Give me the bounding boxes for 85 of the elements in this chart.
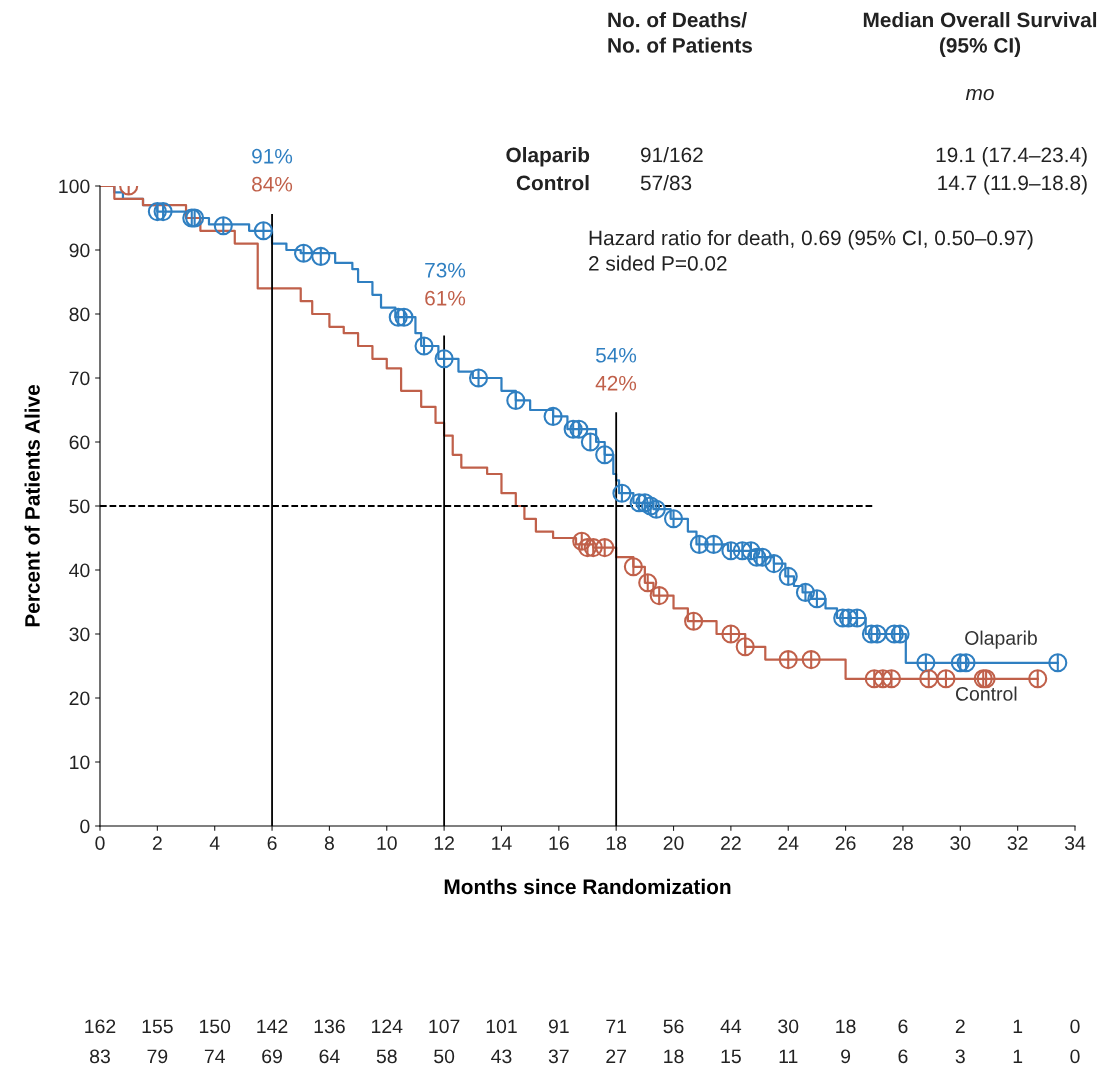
- text: 43: [491, 1049, 512, 1064]
- series-label: Olaparib: [965, 630, 1037, 649]
- text: 101: [486, 1019, 517, 1034]
- text: 37: [548, 1049, 569, 1064]
- y-tick-label: 100: [59, 179, 90, 194]
- x-tick-label: 16: [549, 836, 569, 850]
- x-tick-label: 26: [835, 836, 856, 850]
- annotation: 57/83: [640, 175, 692, 191]
- y-tick-label: 40: [69, 563, 90, 578]
- text: 150: [199, 1019, 231, 1034]
- annotation: 14.7 (11.9–18.8): [938, 175, 1087, 195]
- annotation: 84%: [252, 176, 293, 192]
- x-tick-label: 30: [950, 836, 971, 850]
- text: 6: [898, 1019, 908, 1034]
- annotation: 73%: [425, 262, 466, 278]
- text: 1: [1013, 1049, 1023, 1064]
- annotation: 42%: [595, 375, 637, 391]
- x-tick-label: 10: [377, 836, 397, 850]
- text: 27: [606, 1049, 627, 1064]
- y-axis-title: Percent of Patients Alive: [24, 384, 40, 627]
- y-tick-label: 80: [69, 307, 90, 322]
- text: 58: [376, 1049, 397, 1064]
- text: 107: [429, 1019, 460, 1034]
- text: 15: [721, 1049, 741, 1064]
- text: 9: [841, 1049, 851, 1064]
- text: 50: [434, 1049, 455, 1064]
- x-tick-label: 34: [1064, 836, 1086, 850]
- y-tick-label: 20: [69, 691, 90, 706]
- text: 0: [1070, 1049, 1080, 1064]
- x-tick-label: 8: [324, 836, 334, 850]
- text: 124: [372, 1019, 403, 1034]
- text: 3: [955, 1049, 965, 1064]
- y-tick-label: 0: [80, 819, 90, 834]
- x-tick-label: 6: [267, 836, 277, 850]
- text: 1: [1013, 1019, 1023, 1034]
- series-label: Control: [955, 686, 1017, 701]
- text: 136: [314, 1019, 345, 1034]
- text: 18: [664, 1049, 684, 1064]
- x-tick-label: 24: [778, 836, 799, 850]
- annotation: 54%: [595, 347, 637, 363]
- y-tick-label: 60: [69, 435, 90, 450]
- x-tick-label: 18: [606, 836, 627, 850]
- text: 83: [90, 1049, 110, 1064]
- annotation: Control: [516, 175, 589, 191]
- text: 91: [548, 1019, 569, 1034]
- text: 91/162: [640, 147, 703, 163]
- y-tick-label: 10: [70, 755, 90, 770]
- text: 162: [85, 1019, 116, 1034]
- x-tick-label: 0: [95, 836, 105, 850]
- text: 142: [257, 1019, 288, 1034]
- x-tick-label: 20: [663, 836, 684, 850]
- text: 71: [606, 1019, 627, 1034]
- y-tick-label: 90: [69, 243, 90, 258]
- x-tick-label: 12: [434, 836, 454, 850]
- x-tick-label: 14: [492, 836, 512, 850]
- x-tick-label: 4: [209, 836, 220, 850]
- text: 18: [836, 1019, 856, 1034]
- annotation: 61%: [425, 290, 466, 306]
- text: 155: [142, 1019, 173, 1034]
- text: 30: [778, 1019, 799, 1034]
- text: 91%: [252, 148, 293, 164]
- y-tick-label: 70: [69, 371, 90, 386]
- annotation: Hazard ratio for death, 0.69 (95% CI, 0.50–0.97) 2 sided P=0.02: [589, 230, 1033, 271]
- text: Olaparib: [506, 147, 590, 167]
- text: 74: [204, 1049, 225, 1064]
- y-tick-label: 30: [69, 627, 90, 642]
- text: 6: [898, 1049, 908, 1064]
- text: 0: [1070, 1019, 1080, 1034]
- x-tick-label: 22: [721, 836, 741, 850]
- text: 44: [720, 1019, 742, 1034]
- text: 79: [147, 1049, 168, 1064]
- text: 64: [319, 1049, 340, 1064]
- text: Median Overall Survival (95% CI): [863, 12, 1097, 57]
- text: 2: [955, 1019, 965, 1034]
- text: 69: [262, 1049, 282, 1064]
- x-tick-label: 28: [893, 836, 913, 850]
- text: No. of Deaths/ No. of Patients: [608, 12, 752, 53]
- y-tick-label: 50: [69, 499, 90, 514]
- x-tick-label: 32: [1007, 836, 1028, 850]
- x-tick-label: 2: [152, 836, 162, 850]
- text: 19.1 (17.4–23.4): [936, 147, 1087, 167]
- text: mo: [965, 88, 994, 101]
- text: 56: [663, 1019, 684, 1034]
- x-axis-title: Months since Randomization: [444, 878, 731, 895]
- text: 11: [779, 1049, 798, 1064]
